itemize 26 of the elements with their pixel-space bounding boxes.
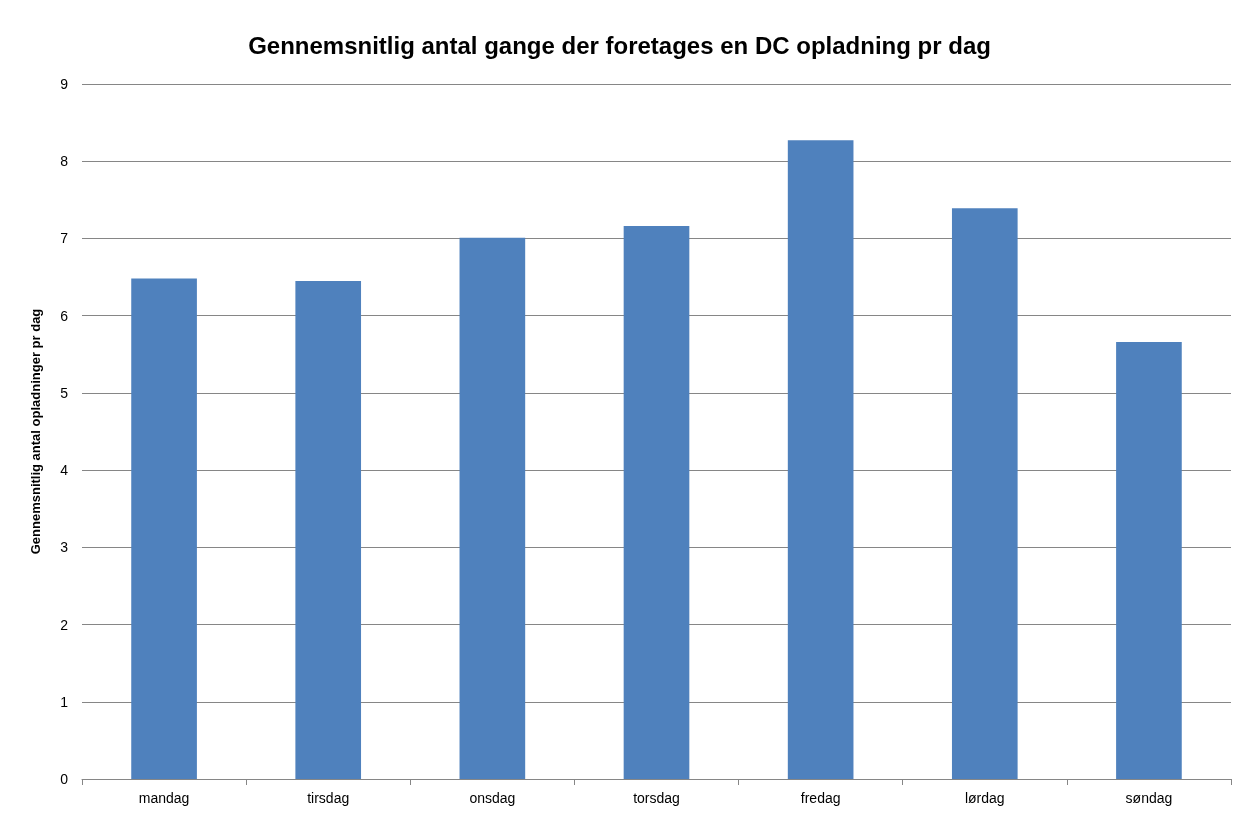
x-tick-label: lørdag [964,790,1005,806]
bar [131,278,197,779]
y-tick-label: 7 [60,230,69,247]
y-tick-label: 4 [60,462,69,479]
y-tick-label: 6 [60,307,69,324]
y-tick-label: 3 [60,539,69,556]
y-tick-label: 5 [60,384,69,401]
bar [951,208,1018,779]
bar [623,226,690,779]
bar [295,280,362,779]
y-axis-title: Gennemsnitlig antal opladninger pr dag [28,308,43,555]
x-tick-label: onsdag [469,790,516,806]
bar [1116,341,1182,779]
y-tick-label: 2 [60,616,69,633]
bar [459,237,526,779]
x-tick-label: mandag [138,790,190,806]
x-tick-label: søndag [1125,790,1173,806]
y-tick-label: 8 [60,153,69,170]
y-tick-label: 9 [60,76,69,92]
y-tick-label: 0 [60,771,69,787]
chart-title: Gennemsnitlig antal gange der foretages en DC opladning pr dag [248,31,991,59]
bar [787,140,854,779]
x-tick-label: torsdag [633,790,680,806]
x-tick-label: fredag [800,790,841,806]
y-tick-label: 1 [60,693,69,710]
x-tick-label: tirsdag [307,790,350,806]
